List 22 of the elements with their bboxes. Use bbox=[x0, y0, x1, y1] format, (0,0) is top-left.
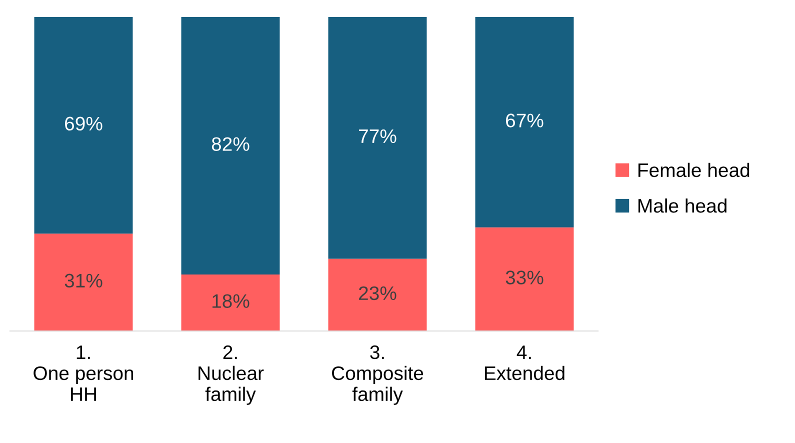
data-label: 18% bbox=[212, 294, 250, 308]
bar bbox=[328, 17, 427, 259]
x-tick-label: 4. Extended bbox=[485, 346, 564, 380]
data-label: 77% bbox=[359, 129, 396, 144]
data-label: 67% bbox=[506, 114, 544, 128]
legend-label: Male head bbox=[638, 198, 726, 213]
bar bbox=[34, 234, 133, 331]
bar bbox=[328, 258, 427, 331]
legend-label: Female head bbox=[638, 162, 750, 178]
data-label: 31% bbox=[64, 274, 102, 288]
data-label: 33% bbox=[506, 270, 544, 284]
data-label: 23% bbox=[359, 286, 396, 300]
bar bbox=[475, 17, 574, 228]
bar bbox=[181, 17, 280, 274]
bar bbox=[181, 274, 280, 331]
x-tick-label: 2. Nuclear family bbox=[198, 345, 264, 405]
x-tick-label: 3. Composite family bbox=[332, 345, 424, 405]
data-label: 69% bbox=[65, 116, 102, 131]
x-tick-label: 1. One person HH bbox=[34, 346, 134, 401]
bar bbox=[475, 227, 574, 331]
data-label: 82% bbox=[212, 137, 250, 151]
bar bbox=[34, 17, 133, 234]
